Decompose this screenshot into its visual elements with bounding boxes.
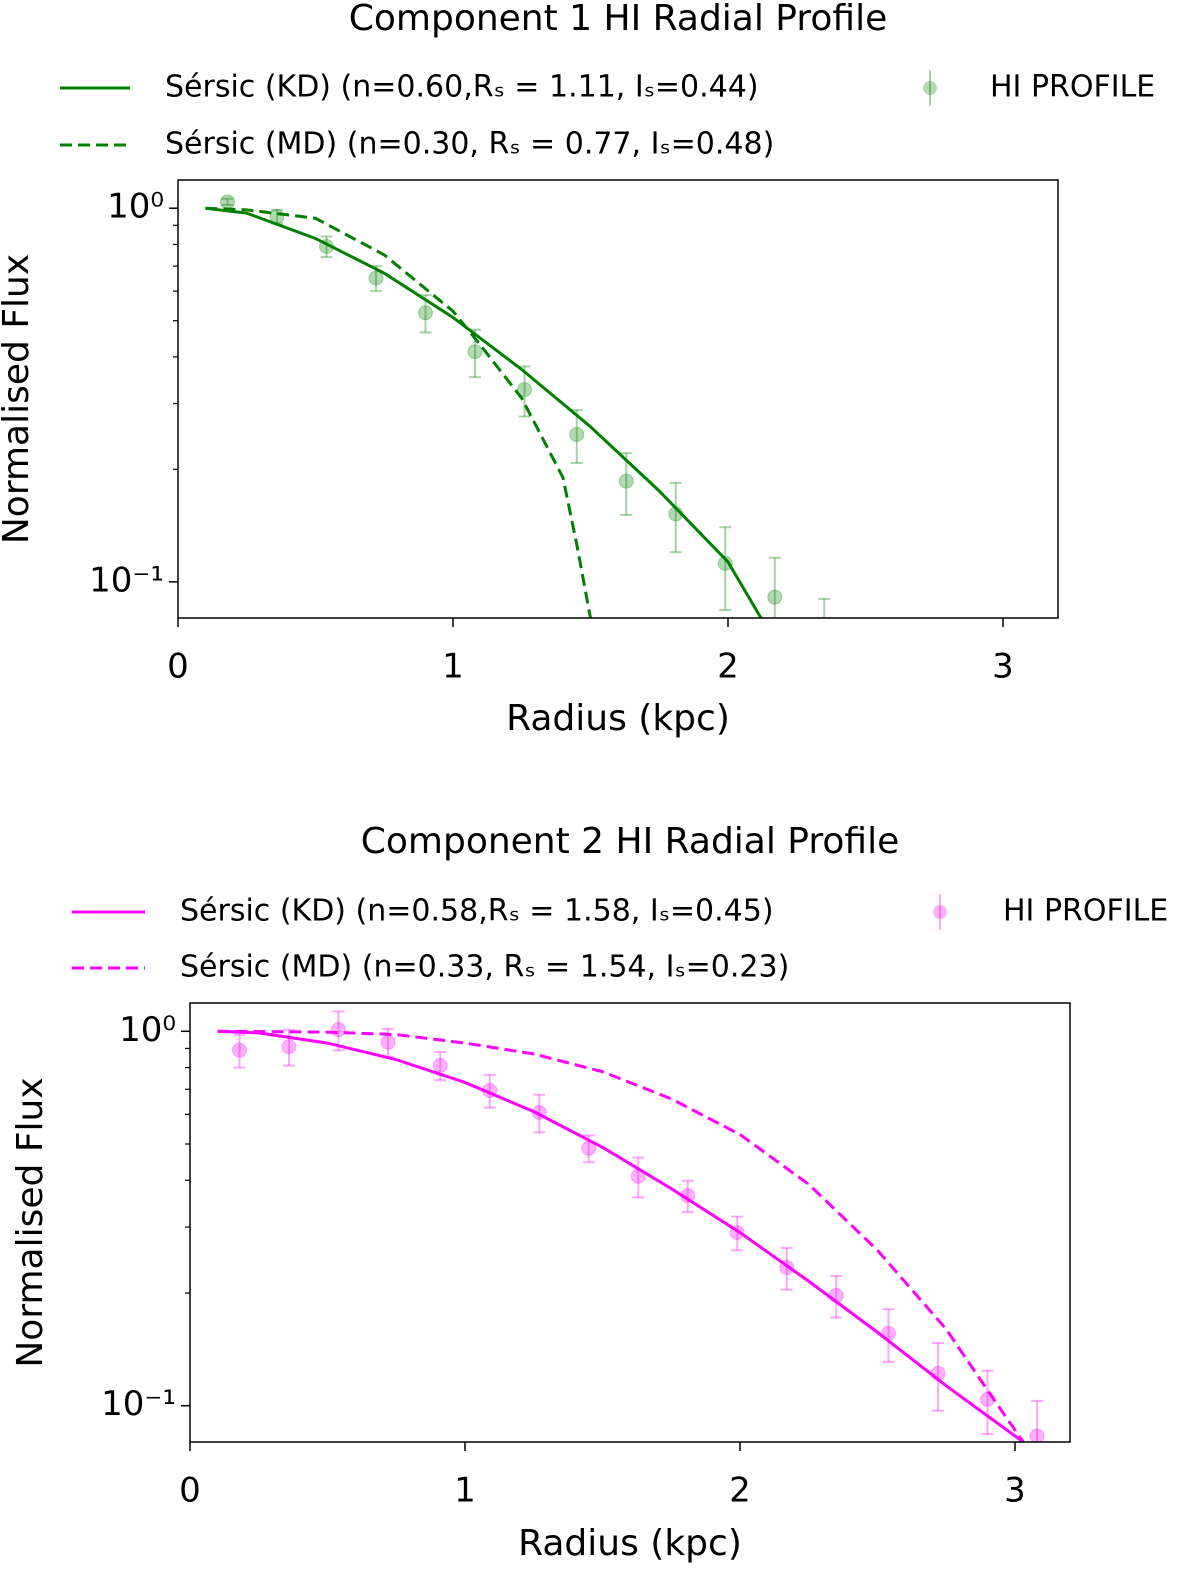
data-point <box>767 589 783 605</box>
y-axis-label: Normalised Flux <box>0 254 37 544</box>
x-tick-label: 1 <box>442 647 464 687</box>
plot-area <box>205 194 831 647</box>
data-point <box>581 1140 597 1156</box>
legend-label: HI PROFILE <box>1003 894 1168 929</box>
data-point <box>1029 1428 1045 1442</box>
data-point <box>418 305 433 321</box>
legend-label: Sérsic (MD) (n=0.30, Rₛ = 0.77, Iₛ=0.48) <box>165 127 774 162</box>
data-point <box>717 555 733 571</box>
plot-frame <box>177 179 1059 619</box>
data-point <box>828 1287 844 1303</box>
x-tick-label: 0 <box>167 647 189 687</box>
data-point <box>980 1391 995 1407</box>
data-point <box>467 344 483 360</box>
data-point <box>269 209 285 225</box>
legend-label: Sérsic (MD) (n=0.33, Rₛ = 1.54, Iₛ=0.23) <box>180 950 789 985</box>
data-point <box>668 506 684 522</box>
x-tick-label: 3 <box>992 647 1014 687</box>
fit-line <box>217 1029 1025 1442</box>
y-tick-label: 10⁻¹ <box>89 560 164 600</box>
legend-marker <box>933 905 947 919</box>
data-point <box>817 633 831 647</box>
data-point <box>517 382 532 398</box>
y-tick-label: 10⁰ <box>119 1010 176 1050</box>
data-point <box>331 1022 346 1038</box>
x-tick-label: 0 <box>179 1471 201 1511</box>
data-point <box>729 1225 745 1241</box>
x-tick-label: 1 <box>454 1471 476 1511</box>
legend-label: HI PROFILE <box>990 70 1155 105</box>
fit-line <box>217 1029 1025 1442</box>
data-point <box>368 270 384 286</box>
y-tick-label: 10⁻¹ <box>101 1384 176 1424</box>
data-point <box>220 194 235 210</box>
data-point <box>680 1188 696 1204</box>
legend-label: Sérsic (KD) (n=0.58,Rₛ = 1.58, Iₛ=0.45) <box>180 894 774 929</box>
plot-frame <box>189 1002 1071 1443</box>
data-point <box>432 1058 448 1074</box>
x-axis-label: Radius (kpc) <box>506 698 730 739</box>
plot-area <box>217 1010 1045 1442</box>
x-tick-label: 2 <box>729 1471 751 1511</box>
data-point <box>380 1034 396 1050</box>
x-tick-label: 3 <box>1004 1471 1026 1511</box>
data-point <box>482 1082 498 1098</box>
data-point <box>618 473 634 489</box>
data-point <box>531 1104 547 1120</box>
fit-line <box>205 206 763 618</box>
data-point <box>779 1259 795 1275</box>
legend-marker <box>923 81 937 95</box>
data-point <box>881 1325 896 1341</box>
data-point <box>232 1042 247 1058</box>
x-tick-label: 2 <box>717 647 739 687</box>
data-point <box>319 238 334 254</box>
chart-title: Component 2 HI Radial Profile <box>361 821 900 862</box>
data-point <box>930 1365 946 1381</box>
data-point <box>569 426 585 442</box>
data-point <box>630 1168 646 1184</box>
fit-line <box>205 206 592 618</box>
legend-label: Sérsic (KD) (n=0.60,Rₛ = 1.11, Iₛ=0.44) <box>165 70 759 105</box>
y-axis-label: Normalised Flux <box>10 1077 51 1367</box>
y-tick-label: 10⁰ <box>107 187 164 227</box>
x-axis-label: Radius (kpc) <box>518 1523 742 1564</box>
chart-title: Component 1 HI Radial Profile <box>349 0 888 39</box>
data-point <box>281 1039 297 1055</box>
